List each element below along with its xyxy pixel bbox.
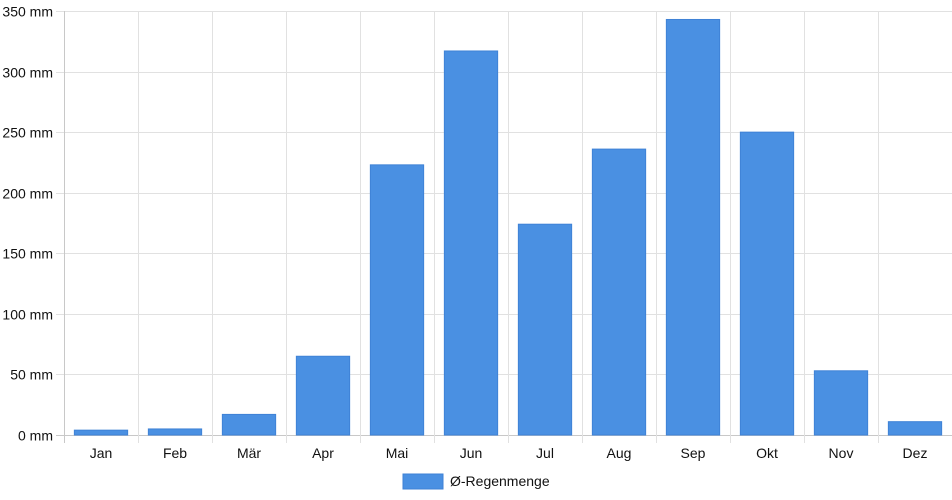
x-tick-label: Aug xyxy=(607,445,632,461)
bar-okt[interactable] xyxy=(739,131,795,436)
x-tick-label: Mär xyxy=(237,445,261,461)
legend[interactable]: Ø-Regenmenge xyxy=(402,473,550,490)
y-tick-label: 100 mm xyxy=(2,307,53,323)
y-tick-label: 50 mm xyxy=(10,367,53,383)
y-tick-label: 0 mm xyxy=(18,428,53,444)
x-tick-label: Jul xyxy=(536,445,554,461)
x-tick-label: Sep xyxy=(681,445,706,461)
y-tick-label: 250 mm xyxy=(2,125,53,141)
bar-jul[interactable] xyxy=(517,223,573,436)
x-tick-label: Okt xyxy=(756,445,778,461)
y-tick-label: 350 mm xyxy=(2,4,53,20)
bars xyxy=(73,18,943,436)
x-axis-ticks: Jan Feb Mär Apr Mai Jun Jul Aug Sep Okt Nov Dez xyxy=(90,445,928,461)
legend-label-regenmenge[interactable]: Ø-Regenmenge xyxy=(450,473,550,489)
bar-sep[interactable] xyxy=(665,18,721,436)
x-tick-label: Nov xyxy=(829,445,854,461)
y-tick-label: 200 mm xyxy=(2,186,53,202)
bar-aug[interactable] xyxy=(591,148,647,436)
y-tick-label: 150 mm xyxy=(2,246,53,262)
bar-jan[interactable] xyxy=(73,429,129,436)
y-axis-ticks: 0 mm 50 mm 100 mm 150 mm 200 mm 250 mm 300 mm 3… xyxy=(2,4,53,444)
bar-jun[interactable] xyxy=(443,50,499,436)
bar-mär[interactable] xyxy=(221,413,277,436)
bar-nov[interactable] xyxy=(813,370,869,436)
x-tick-label: Jun xyxy=(460,445,483,461)
x-tick-label: Apr xyxy=(312,445,334,461)
bar-dez[interactable] xyxy=(887,421,943,436)
x-tick-label: Feb xyxy=(163,445,187,461)
x-tick-label: Mai xyxy=(386,445,409,461)
bar-apr[interactable] xyxy=(295,355,351,436)
bar-feb[interactable] xyxy=(147,428,203,436)
y-tick-label: 300 mm xyxy=(2,65,53,81)
x-tick-label: Dez xyxy=(903,445,928,461)
legend-swatch-regenmenge[interactable] xyxy=(402,473,444,490)
x-tick-label: Jan xyxy=(90,445,113,461)
grid-lines xyxy=(56,11,952,443)
bar-mai[interactable] xyxy=(369,164,425,436)
